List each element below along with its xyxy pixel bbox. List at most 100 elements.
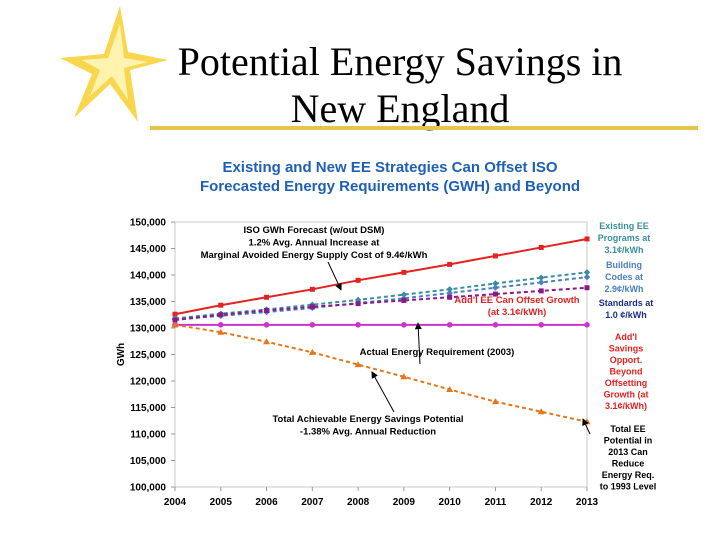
annotation-line: Potential in bbox=[604, 436, 653, 446]
annotation-arrow bbox=[371, 371, 395, 413]
annotation-line: 1.0 ¢/kWh bbox=[605, 310, 647, 320]
data-point bbox=[584, 322, 590, 328]
annotation-line: Opport. bbox=[610, 355, 643, 365]
data-point bbox=[264, 308, 270, 314]
data-point bbox=[446, 385, 454, 392]
annotation-line: Growth (at bbox=[604, 390, 649, 400]
y-tick-label: 145,000 bbox=[130, 244, 167, 255]
annotation-line: Marginal Avoided Energy Supply Cost of 9… bbox=[201, 250, 428, 261]
chart-title-line2: Forecasted Energy Requirements (GWH) and… bbox=[199, 178, 581, 195]
y-axis-label: GWh bbox=[116, 343, 127, 366]
data-point bbox=[309, 304, 315, 310]
data-point bbox=[172, 311, 178, 317]
annotation-line: Add'l bbox=[615, 332, 637, 342]
annotation-line: Savings bbox=[609, 344, 644, 354]
annotation-line: Existing EE bbox=[599, 221, 649, 231]
x-tick-label: 2013 bbox=[576, 497, 599, 508]
data-point bbox=[400, 291, 408, 298]
annotation-line: Energy Req. bbox=[602, 470, 655, 480]
data-point bbox=[401, 322, 407, 328]
data-point bbox=[446, 286, 453, 293]
x-tick-label: 2012 bbox=[530, 497, 553, 508]
series-line bbox=[174, 323, 588, 423]
data-point bbox=[309, 286, 315, 292]
y-tick-label: 115,000 bbox=[130, 403, 166, 414]
annotation-line: 1.2% Avg. Annual Increase at bbox=[249, 238, 381, 249]
data-point bbox=[537, 408, 545, 415]
series-line bbox=[174, 276, 588, 321]
data-point bbox=[355, 277, 361, 283]
annotation-actual: Actual Energy Requirement (2003) bbox=[360, 347, 515, 358]
annotation-line: 2013 Can bbox=[608, 447, 648, 457]
annotation-line: Total EE bbox=[610, 424, 645, 434]
data-point bbox=[538, 279, 545, 286]
slide-title-line1: Potential Energy Savings in bbox=[177, 39, 623, 84]
title-underline bbox=[150, 126, 698, 130]
annotation-arrow bbox=[327, 261, 342, 291]
x-tick-label: 2009 bbox=[393, 497, 416, 508]
data-point bbox=[309, 322, 316, 328]
data-point bbox=[263, 338, 271, 345]
annotation-line: Building bbox=[606, 260, 642, 270]
y-tick-label: 100,000 bbox=[130, 483, 167, 494]
data-point bbox=[447, 294, 453, 300]
data-point bbox=[218, 302, 224, 308]
y-tick-label: 120,000 bbox=[130, 377, 167, 388]
y-tick-label: 140,000 bbox=[130, 271, 167, 282]
data-point bbox=[584, 285, 590, 291]
data-point bbox=[354, 361, 362, 368]
chart-title: Existing and New EE Strategies Can Offse… bbox=[160, 158, 620, 196]
series-line bbox=[174, 286, 588, 322]
data-point bbox=[217, 328, 225, 335]
data-point bbox=[218, 312, 224, 318]
data-point bbox=[446, 289, 453, 297]
data-point bbox=[264, 294, 270, 300]
data-point bbox=[492, 291, 498, 297]
x-tick-label: 2005 bbox=[210, 497, 233, 508]
y-tick-label: 130,000 bbox=[130, 324, 167, 335]
annotation-line: (at 3.1¢/kWh) bbox=[488, 307, 547, 318]
sunburst-logo bbox=[60, 6, 168, 122]
x-tick-label: 2011 bbox=[485, 497, 507, 508]
annotation-line: Programs at bbox=[598, 233, 651, 243]
slide-title: Potential Energy Savings in New England bbox=[100, 38, 700, 132]
x-tick-label: 2004 bbox=[164, 497, 187, 508]
data-point bbox=[492, 322, 499, 328]
annotation-line: Beyond bbox=[609, 367, 642, 377]
data-point bbox=[583, 273, 591, 281]
series-3 bbox=[172, 285, 590, 323]
annotation-line: 3.1¢/kWh bbox=[604, 245, 643, 255]
x-tick-label: 2007 bbox=[301, 497, 324, 508]
chart-title-line1: Existing and New EE Strategies Can Offse… bbox=[222, 159, 558, 176]
data-point bbox=[492, 253, 498, 259]
data-point bbox=[447, 261, 453, 267]
data-point bbox=[401, 297, 407, 303]
data-point bbox=[584, 236, 590, 242]
annotation-line: Reduce bbox=[612, 459, 645, 469]
y-tick-label: 150,000 bbox=[130, 218, 167, 229]
annotation-line: Offsetting bbox=[605, 378, 648, 388]
x-tick-label: 2008 bbox=[347, 497, 370, 508]
slide-title-line2: New England bbox=[290, 86, 510, 131]
annotation-line: Codes at bbox=[605, 272, 643, 282]
data-point bbox=[538, 322, 545, 328]
data-point bbox=[400, 373, 408, 380]
data-point bbox=[538, 244, 544, 250]
annotation-line: Standards at bbox=[599, 298, 654, 308]
data-point bbox=[583, 269, 591, 276]
y-tick-label: 125,000 bbox=[130, 350, 167, 361]
annotation-arrow bbox=[582, 418, 591, 435]
annotation-addl-growth: Add'l EE Can Offset Growth(at 3.1¢/kWh) bbox=[454, 295, 579, 318]
data-point bbox=[538, 274, 545, 281]
data-point bbox=[538, 288, 544, 294]
series-line bbox=[174, 271, 588, 320]
data-point bbox=[446, 322, 453, 328]
y-tick-label: 135,000 bbox=[130, 297, 167, 308]
data-point bbox=[171, 321, 179, 328]
annotation-side-existing: Existing EE Programs at 3.1¢/kWh bbox=[598, 221, 651, 255]
data-point bbox=[355, 322, 361, 328]
annotation-line: Add'l EE Can Offset Growth bbox=[454, 295, 579, 306]
